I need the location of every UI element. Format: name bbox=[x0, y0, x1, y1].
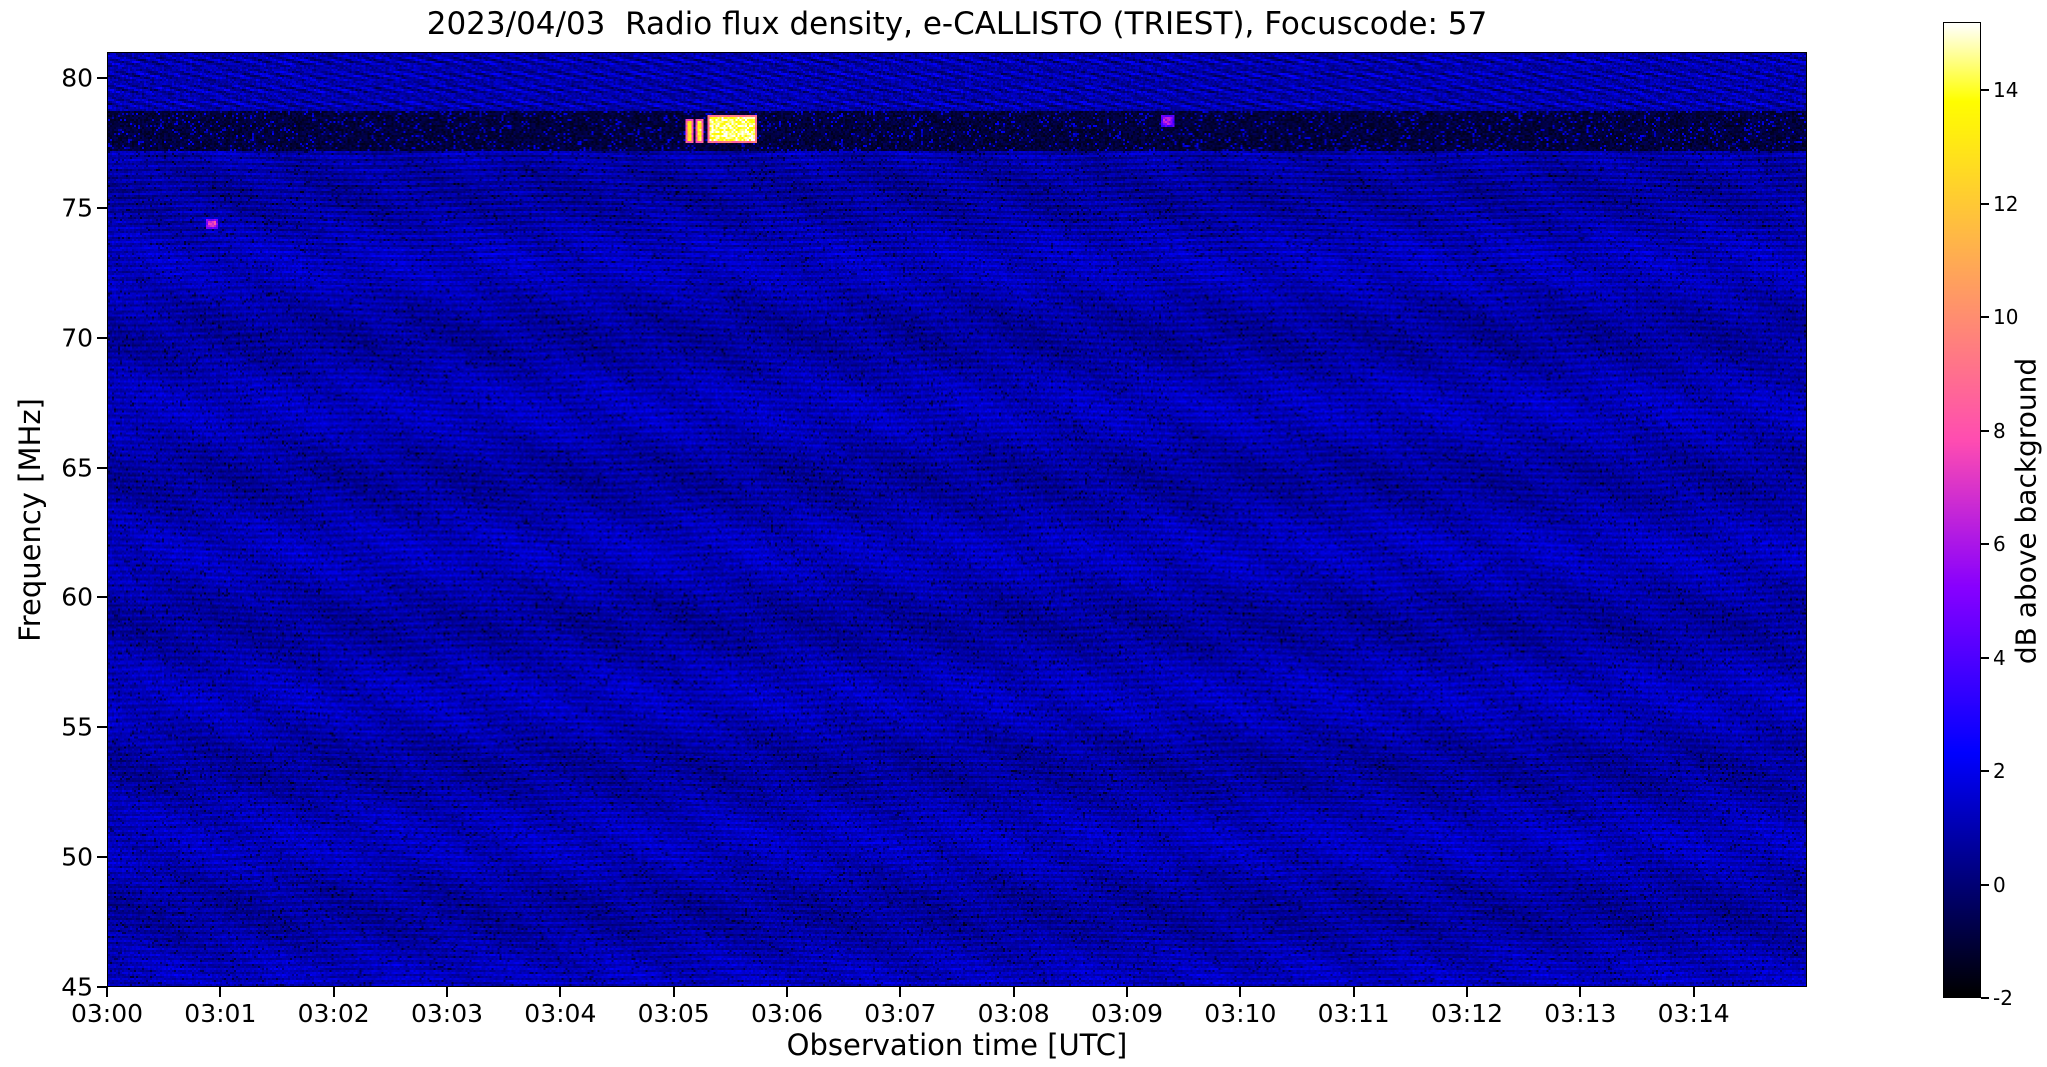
x-tick-label: 03:00 bbox=[70, 999, 144, 1028]
colorbar-tick-mark bbox=[1981, 89, 1989, 92]
x-tick-mark bbox=[1352, 987, 1355, 997]
chart-title: 2023/04/03 Radio flux density, e-CALLIST… bbox=[426, 6, 1488, 42]
y-tick-label: 60 bbox=[61, 582, 93, 612]
spectrogram-canvas bbox=[108, 53, 1806, 986]
x-tick-label: 03:12 bbox=[1430, 999, 1504, 1028]
x-tick-label: 03:01 bbox=[184, 999, 257, 1028]
x-tick-mark bbox=[332, 987, 335, 997]
y-tick-mark bbox=[97, 856, 107, 859]
y-tick-label: 55 bbox=[61, 712, 93, 742]
y-tick-label: 45 bbox=[61, 972, 93, 1002]
x-tick-mark bbox=[219, 987, 222, 997]
x-tick-label: 03:11 bbox=[1317, 999, 1390, 1028]
y-tick-label: 80 bbox=[61, 63, 93, 93]
y-tick-mark bbox=[97, 726, 107, 729]
y-tick-label: 50 bbox=[61, 842, 93, 872]
colorbar-tick-mark bbox=[1981, 316, 1989, 319]
x-tick-label: 03:13 bbox=[1544, 999, 1617, 1028]
x-tick-label: 03:02 bbox=[297, 999, 370, 1028]
colorbar-tick-label: 6 bbox=[1993, 532, 2006, 557]
colorbar-tick-label: 12 bbox=[1993, 191, 2019, 216]
y-tick-mark bbox=[97, 596, 107, 599]
x-tick-mark bbox=[899, 987, 902, 997]
y-tick-mark bbox=[97, 466, 107, 469]
y-tick-mark bbox=[97, 986, 107, 988]
y-tick-mark bbox=[97, 76, 107, 79]
y-tick-label: 75 bbox=[61, 193, 93, 223]
colorbar-tick-label: 4 bbox=[1993, 645, 2006, 670]
x-tick-label: 03:10 bbox=[1204, 999, 1277, 1028]
y-tick-mark bbox=[97, 206, 107, 209]
colorbar-tick-label: 14 bbox=[1993, 78, 2019, 103]
colorbar-tick-mark bbox=[1981, 202, 1989, 205]
colorbar-tick-label: 2 bbox=[1993, 759, 2006, 784]
x-tick-mark bbox=[559, 987, 562, 997]
colorbar-tick-mark bbox=[1981, 997, 1989, 999]
y-tick-mark bbox=[97, 336, 107, 339]
x-tick-mark bbox=[1012, 987, 1015, 997]
x-tick-label: 03:14 bbox=[1657, 999, 1730, 1028]
x-tick-label: 03:07 bbox=[864, 999, 937, 1028]
x-tick-label: 03:09 bbox=[1090, 999, 1164, 1028]
spectrogram-plot-area bbox=[107, 52, 1807, 987]
x-tick-mark bbox=[1466, 987, 1468, 997]
x-tick-mark bbox=[446, 987, 448, 997]
colorbar-tick-mark bbox=[1981, 770, 1989, 773]
x-tick-mark bbox=[1579, 987, 1582, 997]
colorbar-gradient-canvas bbox=[1944, 23, 1980, 997]
colorbar-tick-mark bbox=[1981, 543, 1989, 546]
x-tick-label: 03:05 bbox=[637, 999, 710, 1028]
y-tick-label: 70 bbox=[61, 323, 93, 353]
colorbar-label: dB above background bbox=[2009, 357, 2043, 665]
colorbar-tick-label: -2 bbox=[1993, 986, 2013, 1010]
x-tick-label: 03:06 bbox=[750, 999, 824, 1028]
x-tick-label: 03:03 bbox=[410, 999, 484, 1028]
x-axis-label: Observation time [UTC] bbox=[786, 1028, 1128, 1062]
colorbar-tick-mark bbox=[1981, 883, 1989, 886]
x-tick-mark bbox=[1692, 987, 1695, 997]
x-tick-label: 03:04 bbox=[524, 999, 597, 1028]
colorbar-tick-mark bbox=[1981, 656, 1989, 659]
x-tick-mark bbox=[672, 987, 675, 997]
y-tick-label: 65 bbox=[61, 453, 93, 483]
x-tick-label: 03:08 bbox=[977, 999, 1050, 1028]
x-tick-mark bbox=[106, 987, 108, 997]
x-tick-mark bbox=[1239, 987, 1242, 997]
colorbar-tick-label: 0 bbox=[1993, 872, 2006, 897]
colorbar-tick-mark bbox=[1981, 429, 1989, 432]
colorbar-tick-label: 10 bbox=[1993, 305, 2019, 330]
colorbar-tick-label: 8 bbox=[1993, 418, 2006, 443]
colorbar bbox=[1943, 22, 1981, 998]
x-tick-mark bbox=[786, 987, 788, 997]
x-tick-mark bbox=[1126, 987, 1128, 997]
